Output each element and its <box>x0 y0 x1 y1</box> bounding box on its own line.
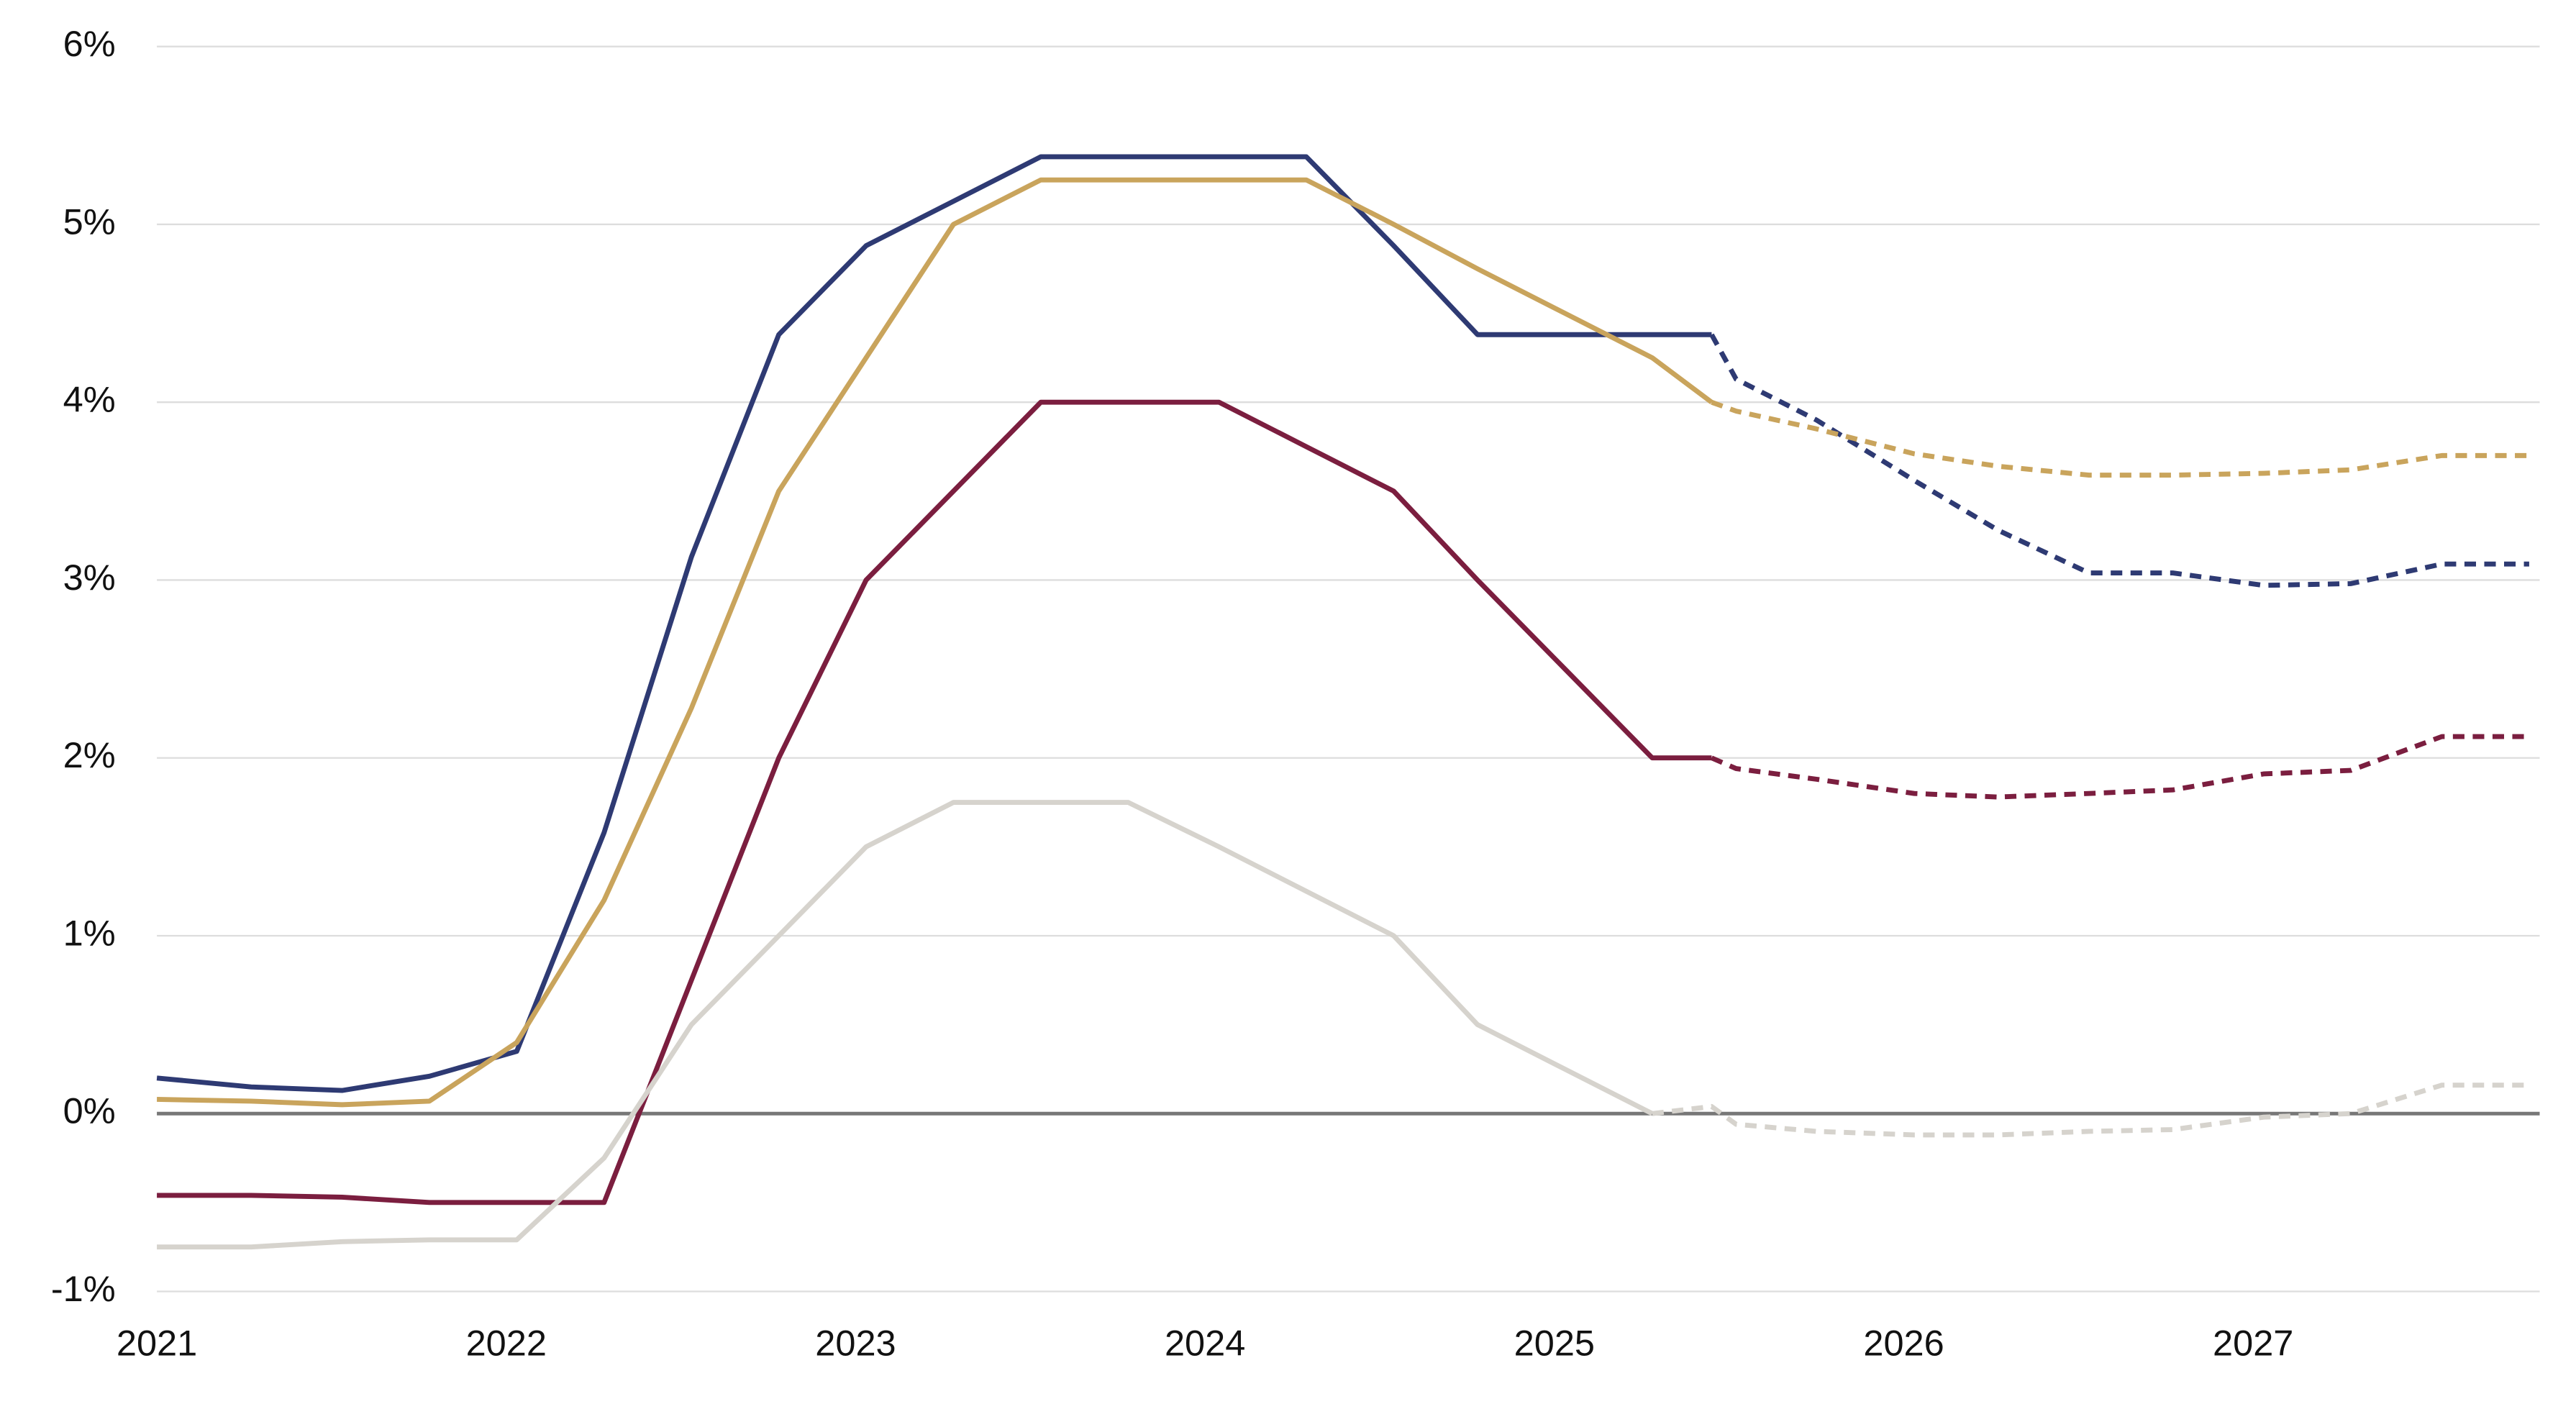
y-tick-label: 6% <box>63 23 116 64</box>
forecast-line <box>1652 1082 2529 1138</box>
y-tick-label: 5% <box>63 201 116 242</box>
x-tick-label: 2021 <box>117 1323 197 1364</box>
data-line <box>157 177 1713 1108</box>
forecast-line <box>1711 399 2529 478</box>
y-tick-label: -1% <box>51 1268 116 1309</box>
forecast-line <box>1711 734 2529 800</box>
x-tick-label: 2027 <box>2213 1323 2293 1364</box>
data-line <box>156 154 1712 1093</box>
x-tick-label: 2022 <box>466 1323 547 1364</box>
data-line <box>157 800 1654 1250</box>
y-tick-label: 4% <box>63 379 116 420</box>
y-tick-label: 3% <box>63 557 116 598</box>
x-tick-label: 2025 <box>1514 1323 1595 1364</box>
data-line <box>157 399 1712 1205</box>
y-tick-label: 2% <box>63 734 116 775</box>
x-tick-label: 2023 <box>815 1323 896 1364</box>
y-tick-label: 0% <box>63 1090 116 1131</box>
x-tick-label: 2024 <box>1165 1323 1245 1364</box>
y-tick-label: 1% <box>63 912 116 953</box>
x-tick-label: 2026 <box>1863 1323 1944 1364</box>
